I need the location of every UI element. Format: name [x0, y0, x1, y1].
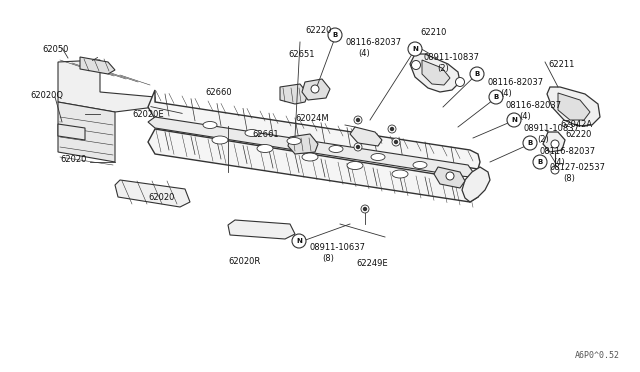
Circle shape — [356, 145, 360, 148]
Text: (4): (4) — [553, 157, 564, 167]
Polygon shape — [302, 79, 330, 100]
Polygon shape — [280, 84, 308, 104]
Circle shape — [551, 140, 559, 148]
Text: B: B — [474, 71, 479, 77]
Polygon shape — [543, 132, 565, 152]
Polygon shape — [58, 60, 155, 112]
Circle shape — [507, 113, 521, 127]
Text: A6P0^0.52: A6P0^0.52 — [575, 351, 620, 360]
Text: 62020: 62020 — [148, 192, 174, 202]
Text: (8): (8) — [563, 173, 575, 183]
Polygon shape — [350, 127, 382, 146]
Circle shape — [356, 119, 360, 122]
Circle shape — [392, 138, 400, 146]
Text: 62661: 62661 — [252, 129, 278, 138]
Text: 62211: 62211 — [548, 60, 574, 68]
Text: 62660: 62660 — [205, 87, 232, 96]
Polygon shape — [228, 220, 295, 239]
Circle shape — [456, 77, 465, 87]
Text: 08127-02537: 08127-02537 — [550, 163, 606, 171]
Text: 62042A: 62042A — [560, 119, 592, 128]
Polygon shape — [148, 117, 473, 177]
Polygon shape — [422, 60, 450, 85]
Text: 62024M: 62024M — [295, 113, 328, 122]
Ellipse shape — [302, 153, 318, 161]
Text: 08116-82037: 08116-82037 — [506, 100, 562, 109]
Circle shape — [361, 205, 369, 213]
Text: 62020Q: 62020Q — [30, 90, 63, 99]
Ellipse shape — [287, 138, 301, 144]
Text: B: B — [538, 159, 543, 165]
Polygon shape — [58, 102, 115, 162]
Circle shape — [470, 67, 484, 81]
Circle shape — [364, 208, 367, 211]
Text: 62020R: 62020R — [228, 257, 260, 266]
Circle shape — [533, 155, 547, 169]
Polygon shape — [80, 57, 115, 74]
Text: 62249E: 62249E — [356, 260, 388, 269]
Text: N: N — [412, 46, 418, 52]
Circle shape — [354, 116, 362, 124]
Polygon shape — [462, 167, 490, 202]
Text: (8): (8) — [322, 254, 334, 263]
Text: 62220: 62220 — [565, 129, 591, 138]
Ellipse shape — [347, 161, 363, 170]
Ellipse shape — [413, 161, 427, 169]
Text: 08911-10637: 08911-10637 — [309, 244, 365, 253]
Text: B: B — [332, 32, 338, 38]
Text: 08911-10837: 08911-10837 — [524, 124, 580, 132]
Text: 62050: 62050 — [42, 45, 68, 54]
Text: 62210: 62210 — [420, 28, 446, 36]
Circle shape — [412, 61, 420, 70]
Text: 08116-82037: 08116-82037 — [487, 77, 543, 87]
Circle shape — [523, 136, 537, 150]
Polygon shape — [410, 54, 460, 92]
Polygon shape — [115, 180, 190, 207]
Ellipse shape — [392, 170, 408, 178]
Circle shape — [446, 172, 454, 180]
Circle shape — [354, 143, 362, 151]
Text: B: B — [527, 140, 532, 146]
Text: 08911-10837: 08911-10837 — [424, 52, 480, 61]
Text: (4): (4) — [500, 89, 512, 97]
Circle shape — [388, 125, 396, 133]
Circle shape — [489, 90, 503, 104]
Circle shape — [408, 42, 422, 56]
Text: 08116-82037: 08116-82037 — [345, 38, 401, 46]
Text: (2): (2) — [437, 64, 449, 73]
Text: (4): (4) — [519, 112, 531, 121]
Text: (4): (4) — [358, 48, 370, 58]
Ellipse shape — [212, 136, 228, 144]
Text: 62220: 62220 — [305, 26, 332, 35]
Polygon shape — [288, 134, 318, 154]
Circle shape — [390, 128, 394, 131]
Text: (2): (2) — [537, 135, 548, 144]
Polygon shape — [148, 129, 478, 202]
Circle shape — [328, 28, 342, 42]
Circle shape — [551, 166, 559, 174]
Text: 08116-82037: 08116-82037 — [540, 147, 596, 155]
Ellipse shape — [245, 129, 259, 137]
Circle shape — [292, 234, 306, 248]
Polygon shape — [434, 167, 465, 188]
Ellipse shape — [203, 122, 217, 128]
Circle shape — [394, 141, 397, 144]
Polygon shape — [148, 90, 480, 169]
Ellipse shape — [329, 145, 343, 153]
Text: 62651: 62651 — [288, 49, 314, 58]
Circle shape — [311, 85, 319, 93]
Text: 62020E: 62020E — [132, 109, 164, 119]
Ellipse shape — [371, 154, 385, 160]
Polygon shape — [558, 93, 590, 120]
Polygon shape — [58, 124, 85, 140]
Ellipse shape — [257, 144, 273, 153]
Text: N: N — [511, 117, 517, 123]
Text: B: B — [493, 94, 499, 100]
Polygon shape — [547, 87, 600, 126]
Text: N: N — [296, 238, 302, 244]
Text: 62020: 62020 — [60, 154, 86, 164]
